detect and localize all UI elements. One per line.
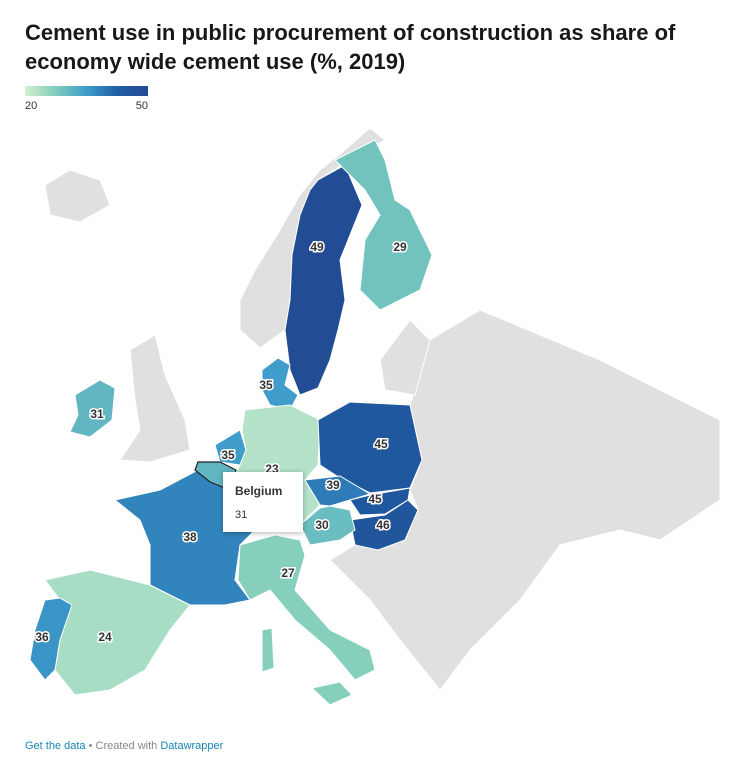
- region-label: 31: [90, 407, 104, 421]
- title: Cement use in public procurement of cons…: [25, 20, 676, 74]
- region-label: 30: [315, 518, 329, 532]
- region: [69, 379, 116, 438]
- region-label: 45: [368, 492, 382, 506]
- land: [119, 334, 191, 463]
- region: [284, 164, 363, 396]
- tool-link[interactable]: Datawrapper: [160, 740, 224, 752]
- tooltip-title: Belgium: [235, 484, 283, 498]
- region-label: 39: [326, 478, 340, 492]
- region-label: 49: [310, 240, 324, 254]
- region-label: 45: [374, 437, 388, 451]
- region-label: 36: [35, 630, 49, 644]
- region: [261, 627, 275, 673]
- region: [299, 505, 356, 546]
- region-label: 29: [393, 240, 407, 254]
- region-label: 24: [98, 630, 112, 644]
- region-label: 46: [376, 518, 390, 532]
- legend-gradient: [25, 86, 148, 96]
- legend-tick-label: 50: [136, 100, 148, 112]
- region: [349, 499, 419, 551]
- region-label: 38: [183, 530, 197, 544]
- region: [334, 139, 433, 311]
- region: [29, 597, 73, 681]
- legend-tick-label: 20: [25, 100, 37, 112]
- region: [261, 357, 299, 411]
- land: [44, 169, 111, 223]
- region-label: 35: [221, 448, 235, 462]
- credit: • Created with: [88, 740, 158, 752]
- region: [237, 534, 376, 681]
- tooltip-value: 31: [235, 509, 248, 521]
- footer: Get the data • Created with Datawrapper: [25, 740, 223, 752]
- region-label: 27: [281, 566, 295, 580]
- land: [379, 319, 431, 396]
- tooltip: Belgium 31: [223, 472, 303, 532]
- region-label: 35: [259, 378, 273, 392]
- data-link[interactable]: Get the data: [25, 740, 86, 752]
- region: [310, 681, 353, 706]
